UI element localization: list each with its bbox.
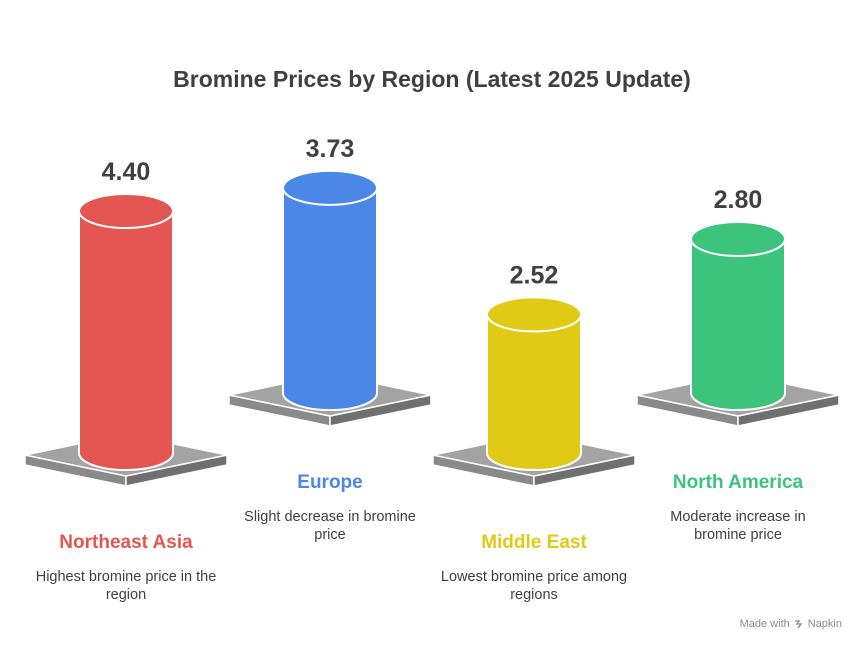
region-label-middle-east: Middle East bbox=[481, 532, 587, 553]
value-label-northeast-asia: 4.40 bbox=[102, 158, 151, 186]
bar-middle-east bbox=[486, 313, 582, 471]
region-label-northeast-asia: Northeast Asia bbox=[59, 532, 193, 553]
region-label-europe: Europe bbox=[297, 472, 363, 493]
region-desc-europe: Slight decrease in bromine price bbox=[244, 509, 416, 543]
credit-brand: Napkin bbox=[807, 618, 842, 630]
chart-title: Bromine Prices by Region (Latest 2025 Up… bbox=[173, 66, 691, 92]
napkin-logo-icon bbox=[794, 620, 803, 629]
region-desc-middle-east: Lowest bromine price among regions bbox=[440, 569, 628, 603]
region-label-north-america: North America bbox=[672, 472, 804, 493]
bar-top-north-america bbox=[690, 221, 786, 257]
bar-north-america bbox=[690, 238, 786, 411]
credit-text: Made with bbox=[739, 618, 790, 630]
value-label-north-america: 2.80 bbox=[714, 186, 763, 214]
region-desc-northeast-asia: Highest bromine price in the region bbox=[35, 569, 217, 603]
value-label-middle-east: 2.52 bbox=[510, 261, 559, 289]
napkin-credit: Made with Napkin bbox=[740, 618, 842, 630]
bar-top-northeast-asia bbox=[78, 193, 174, 229]
bar-top-middle-east bbox=[486, 296, 582, 333]
region-desc-north-america: Moderate increase in bromine price bbox=[670, 509, 806, 543]
bar-top-europe bbox=[282, 169, 378, 206]
value-label-europe: 3.73 bbox=[306, 135, 355, 163]
bar-northeast-asia bbox=[78, 210, 174, 471]
bar-europe bbox=[282, 186, 378, 411]
